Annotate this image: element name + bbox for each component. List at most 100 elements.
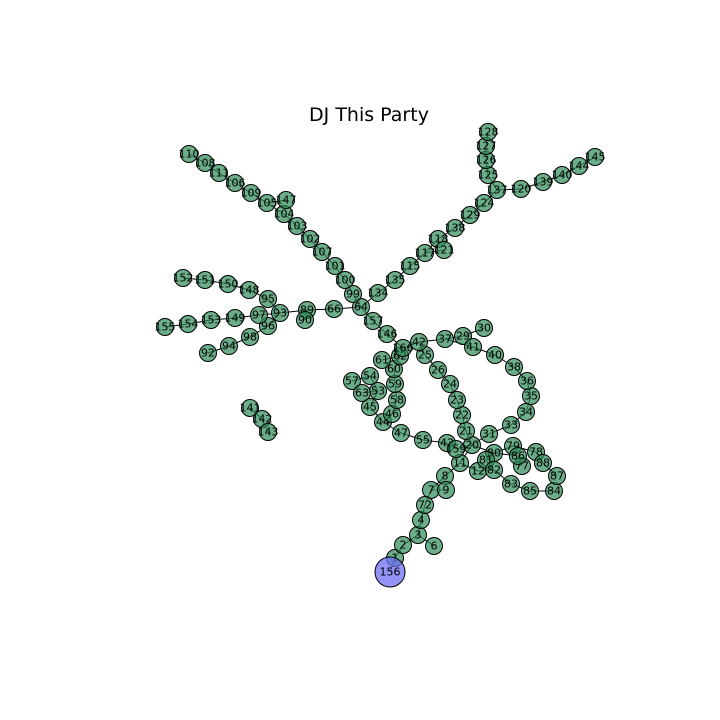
node-circle[interactable] [326,257,344,275]
node-107[interactable]: 107 [312,243,333,261]
node-circle[interactable] [226,174,244,192]
node-circle[interactable] [240,281,258,299]
node-117[interactable]: 117 [415,244,436,262]
node-140[interactable]: 140 [552,166,573,184]
node-9[interactable]: 9 [437,481,455,499]
node-2[interactable]: 2 [394,536,412,554]
node-137[interactable]: 137 [487,181,508,199]
node-circle[interactable] [353,384,371,402]
node-38[interactable]: 38 [505,358,523,376]
node-circle[interactable] [374,556,406,588]
node-circle[interactable] [414,431,432,449]
node-41[interactable]: 41 [464,338,482,356]
node-circle[interactable] [325,300,343,318]
node-circle[interactable] [196,271,214,289]
node-83[interactable]: 83 [502,475,520,493]
node-circle[interactable] [436,330,454,348]
node-138[interactable]: 138 [445,219,466,237]
node-circle[interactable] [373,351,391,369]
node-103[interactable]: 103 [287,217,308,235]
node-34[interactable]: 34 [517,403,535,421]
node-86[interactable]: 86 [509,447,527,465]
node-129[interactable]: 129 [460,206,481,224]
node-circle[interactable] [361,367,379,385]
node-159[interactable]: 159 [446,440,467,458]
node-45[interactable]: 45 [361,398,379,416]
node-11[interactable]: 11 [451,454,469,472]
node-circle[interactable] [488,181,506,199]
node-circle[interactable] [479,123,497,141]
node-106[interactable]: 106 [225,174,246,192]
node-circle[interactable] [226,309,244,327]
node-circle[interactable] [343,372,361,390]
node-93[interactable]: 93 [271,304,289,322]
node-circle[interactable] [199,344,217,362]
node-109[interactable]: 109 [241,184,262,202]
node-148[interactable]: 148 [239,281,260,299]
node-circle[interactable] [518,372,536,390]
node-circle[interactable] [271,304,289,322]
node-circle[interactable] [517,403,535,421]
node-57[interactable]: 57 [343,372,361,390]
node-circle[interactable] [485,461,503,479]
node-47[interactable]: 47 [392,424,410,442]
node-99[interactable]: 99 [344,285,362,303]
node-53[interactable]: 53 [369,382,387,400]
node-circle[interactable] [509,447,527,465]
node-circle[interactable] [480,425,498,443]
node-circle[interactable] [437,481,455,499]
node-90[interactable]: 90 [296,311,314,329]
node-circle[interactable] [502,475,520,493]
node-82[interactable]: 82 [485,461,503,479]
node-42[interactable]: 42 [410,333,428,351]
node-circle[interactable] [277,191,295,209]
node-circle[interactable] [394,339,412,357]
node-153[interactable]: 153 [201,311,222,329]
node-circle[interactable] [570,157,588,175]
node-94[interactable]: 94 [220,337,238,355]
node-145[interactable]: 145 [585,148,606,166]
node-circle[interactable] [313,243,331,261]
node-155[interactable]: 155 [155,318,176,336]
node-139[interactable]: 139 [533,173,554,191]
node-circle[interactable] [416,244,434,262]
node-circle[interactable] [435,241,453,259]
node-circle[interactable] [364,312,382,330]
node-146[interactable]: 146 [377,325,398,343]
node-33[interactable]: 33 [502,416,520,434]
node-108[interactable]: 108 [195,154,216,172]
node-circle[interactable] [521,482,539,500]
node-63[interactable]: 63 [353,384,371,402]
node-36[interactable]: 36 [518,372,536,390]
node-72[interactable]: 72 [416,496,434,514]
node-154[interactable]: 154 [178,315,199,333]
node-141[interactable]: 141 [240,399,261,417]
node-circle[interactable] [416,496,434,514]
node-134[interactable]: 134 [368,284,389,302]
node-circle[interactable] [180,145,198,163]
node-circle[interactable] [242,184,260,202]
node-110[interactable]: 110 [179,145,200,163]
node-circle[interactable] [210,164,228,182]
node-circle[interactable] [241,328,259,346]
node-circle[interactable] [392,424,410,442]
node-circle[interactable] [336,271,354,289]
node-circle[interactable] [202,311,220,329]
node-circle[interactable] [259,423,277,441]
node-31[interactable]: 31 [480,425,498,443]
node-circle[interactable] [344,285,362,303]
node-circle[interactable] [448,391,466,409]
node-152[interactable]: 152 [173,269,194,287]
node-124[interactable]: 124 [474,194,495,212]
node-92[interactable]: 92 [199,344,217,362]
node-66[interactable]: 66 [325,300,343,318]
node-97[interactable]: 97 [250,306,268,324]
node-102[interactable]: 102 [300,230,321,248]
node-59[interactable]: 59 [386,375,404,393]
node-30[interactable]: 30 [475,319,493,337]
node-circle[interactable] [475,194,493,212]
node-55[interactable]: 55 [414,431,432,449]
node-115[interactable]: 115 [400,257,421,275]
node-circle[interactable] [486,346,504,364]
node-20[interactable]: 20 [463,436,481,454]
